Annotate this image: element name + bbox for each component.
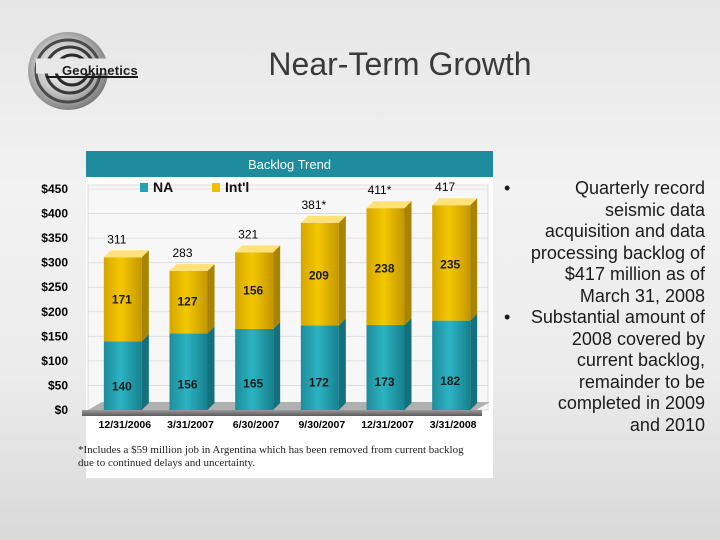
x-tick-label: 3/31/2007 <box>167 419 214 431</box>
bar-total-label: 321 <box>238 227 258 241</box>
bar-na-value: 156 <box>178 378 198 392</box>
bar-na <box>235 328 274 410</box>
chart-floor-edge <box>82 410 482 416</box>
bar-na <box>432 320 471 410</box>
legend-label: Int'l <box>225 179 249 195</box>
y-tick-label: $50 <box>48 378 68 392</box>
bar-intl-value: 238 <box>375 261 395 275</box>
bar-na <box>366 325 405 410</box>
bar-intl-side <box>207 264 215 334</box>
bar-na-side <box>273 321 281 410</box>
y-tick-label: $0 <box>55 403 69 417</box>
bar-intl-value: 235 <box>440 258 460 272</box>
bar-intl <box>103 257 142 342</box>
legend-swatch <box>140 183 148 192</box>
legend-swatch <box>212 183 220 192</box>
slide-title: Near-Term Growth <box>268 46 532 82</box>
bar-intl <box>169 271 208 334</box>
bar-total-label: 411* <box>368 183 392 197</box>
bullet-marker: • <box>504 178 511 198</box>
bar-intl-value: 209 <box>309 268 329 282</box>
y-tick-label: $450 <box>41 182 68 196</box>
bullet-list: • Quarterly record seismic data acquisit… <box>500 178 705 436</box>
bar-na <box>103 341 142 410</box>
bar-intl <box>432 205 471 321</box>
bar-total-label: 417 <box>435 180 455 194</box>
bar-intl-side <box>470 198 478 321</box>
bar-na-side <box>338 318 346 410</box>
bar-na-side <box>141 334 149 410</box>
bar-top <box>432 198 478 206</box>
x-tick-label: 9/30/2007 <box>298 419 345 431</box>
y-tick-label: $350 <box>41 231 68 245</box>
y-tick-label: $250 <box>41 280 68 294</box>
y-tick-label: $300 <box>41 256 68 270</box>
bar-na <box>300 325 339 410</box>
x-tick-label: 12/31/2007 <box>361 419 414 431</box>
bar-total-label: 283 <box>172 246 192 260</box>
bar-top <box>103 250 149 258</box>
bar-intl <box>235 252 274 329</box>
bar-na-side <box>404 318 412 410</box>
x-tick-label: 6/30/2007 <box>233 419 280 431</box>
bar-top <box>235 245 281 253</box>
bar-intl-side <box>338 215 346 326</box>
y-tick-label: $200 <box>41 305 68 319</box>
x-tick-label: 3/31/2008 <box>430 419 477 431</box>
bullet-text: Quarterly record seismic data acquisitio… <box>530 178 705 306</box>
bar-na-side <box>470 313 478 410</box>
bar-na-side <box>207 326 215 410</box>
x-tick-label: 12/31/2006 <box>99 419 152 431</box>
chart-title: Backlog Trend <box>247 157 332 172</box>
chart-title-bar: Backlog Trend <box>86 151 493 179</box>
bar-intl-side <box>404 201 412 326</box>
company-logo: Geokinetics <box>26 30 176 112</box>
bar-total-label: 311 <box>107 232 126 246</box>
logo-swirl-icon <box>28 32 138 110</box>
bar-intl-side <box>141 250 149 342</box>
y-tick-label: $400 <box>41 207 68 221</box>
bullet-item: • Quarterly record seismic data acquisit… <box>500 178 705 307</box>
bar-na-value: 172 <box>309 375 329 389</box>
bullet-marker: • <box>504 307 511 327</box>
bullet-text: Substantial amount of 2008 covered by cu… <box>530 307 705 435</box>
chart-footnote: *Includes a $59 million job in Argentina… <box>78 444 464 469</box>
bar-intl <box>366 208 405 326</box>
y-tick-label: $150 <box>41 329 68 343</box>
bar-na <box>169 333 208 410</box>
bar-intl-value: 171 <box>112 292 132 306</box>
logo-text: Geokinetics <box>62 63 138 78</box>
bar-na-value: 140 <box>112 380 132 394</box>
bar-top <box>300 215 346 223</box>
bar-na-value: 173 <box>375 375 395 389</box>
legend-label: NA <box>153 179 173 195</box>
bar-total-label: 381* <box>301 198 326 212</box>
bar-na-value: 165 <box>243 376 263 390</box>
bar-intl-side <box>273 245 281 329</box>
bullet-item: • Substantial amount of 2008 covered by … <box>500 307 705 436</box>
bar-intl-value: 127 <box>178 294 198 308</box>
y-tick-label: $100 <box>41 354 68 368</box>
bar-top <box>169 264 215 272</box>
bar-na-value: 182 <box>440 374 460 388</box>
bar-intl-value: 156 <box>243 283 263 297</box>
bar-intl <box>300 222 339 326</box>
bar-top <box>366 201 412 209</box>
